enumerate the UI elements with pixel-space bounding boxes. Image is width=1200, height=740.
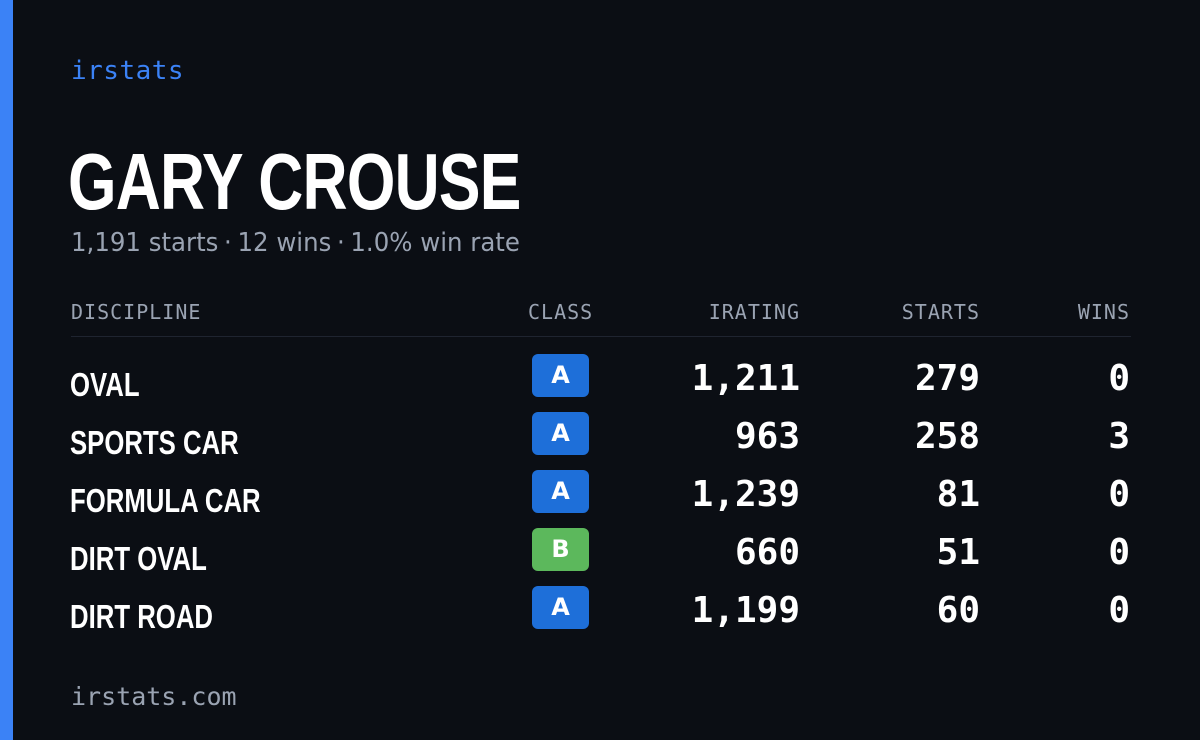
summary-wins: 12 wins	[237, 228, 332, 258]
irating-value: 963	[734, 416, 800, 457]
class-badge: A	[532, 586, 589, 629]
starts-value: 81	[936, 474, 980, 515]
discipline-name: FORMULA CAR	[70, 482, 261, 519]
starts-value: 258	[914, 416, 980, 457]
column-header-class: CLASS	[528, 300, 594, 324]
discipline-name: SPORTS CAR	[70, 424, 239, 461]
discipline-name: DIRT OVAL	[70, 540, 207, 577]
class-badge: A	[532, 412, 589, 455]
wins-value: 3	[1108, 416, 1130, 457]
class-badge: B	[532, 528, 589, 571]
class-badge: A	[532, 354, 589, 397]
irating-value: 1,211	[691, 358, 800, 399]
footer-url: irstats.com	[71, 682, 237, 711]
irating-value: 1,199	[691, 590, 800, 631]
wins-value: 0	[1108, 590, 1130, 631]
table-row: SPORTS CAR A 963 258 3	[0, 412, 1200, 474]
driver-summary: 1,191 starts · 12 wins · 1.0% win rate	[71, 228, 520, 258]
wins-value: 0	[1108, 474, 1130, 515]
table-row: DIRT OVAL B 660 51 0	[0, 528, 1200, 590]
discipline-name: DIRT ROAD	[70, 598, 213, 635]
summary-separator: ·	[224, 228, 232, 258]
brand-logo: irstats	[71, 56, 185, 86]
summary-win-rate: 1.0% win rate	[350, 228, 520, 258]
table-row: FORMULA CAR A 1,239 81 0	[0, 470, 1200, 532]
table-row: DIRT ROAD A 1,199 60 0	[0, 586, 1200, 648]
irating-value: 1,239	[691, 474, 800, 515]
accent-bar	[0, 0, 13, 740]
class-badge: A	[532, 470, 589, 513]
starts-value: 60	[936, 590, 980, 631]
summary-separator: ·	[336, 228, 345, 258]
discipline-name: OVAL	[70, 366, 140, 403]
column-header-wins: WINS	[1077, 300, 1130, 324]
column-header-discipline: DISCIPLINE	[71, 300, 202, 324]
irating-value: 660	[734, 532, 800, 573]
table-row: OVAL A 1,211 279 0	[0, 354, 1200, 416]
column-header-irating: IRATING	[708, 300, 800, 324]
header-divider	[71, 336, 1131, 337]
starts-value: 51	[936, 532, 980, 573]
summary-starts: 1,191 starts	[71, 228, 219, 258]
driver-name: GARY CROUSE	[68, 137, 521, 226]
column-header-starts: STARTS	[901, 300, 980, 324]
wins-value: 0	[1108, 358, 1130, 399]
starts-value: 279	[914, 358, 980, 399]
wins-value: 0	[1108, 532, 1130, 573]
